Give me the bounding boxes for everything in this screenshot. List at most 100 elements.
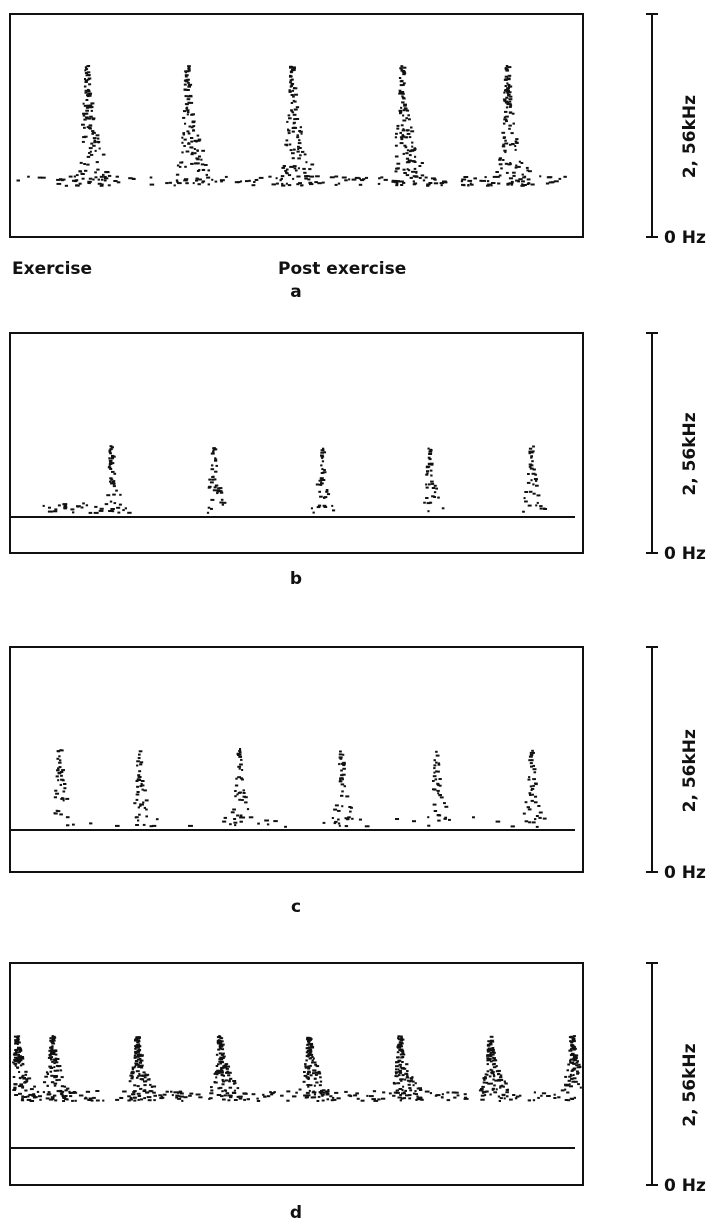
spectral-dot bbox=[280, 175, 285, 178]
spectral-dot bbox=[59, 1069, 63, 1072]
spectral-dot bbox=[321, 482, 324, 485]
spectral-dot bbox=[219, 179, 225, 182]
spectral-dot bbox=[51, 1046, 54, 1049]
spectral-dot bbox=[16, 1066, 19, 1069]
spectral-dot bbox=[22, 1077, 26, 1080]
spectral-dot bbox=[183, 138, 187, 141]
spectral-dot bbox=[287, 184, 292, 187]
spectral-dot bbox=[290, 102, 294, 104]
scale-top-label: 2, 56kHz bbox=[680, 95, 700, 178]
spectral-dot bbox=[165, 1090, 169, 1093]
spectral-dot bbox=[177, 1097, 182, 1100]
spectral-dot bbox=[149, 176, 153, 179]
spectral-dot bbox=[51, 1060, 54, 1063]
spectral-dot bbox=[60, 771, 64, 773]
spectral-dot bbox=[57, 1090, 61, 1093]
spectral-dot bbox=[131, 1071, 135, 1074]
spectral-dot bbox=[220, 498, 224, 501]
spectral-dot bbox=[527, 808, 532, 811]
spectral-dot bbox=[308, 1048, 313, 1051]
spectral-dot bbox=[135, 824, 139, 826]
spectral-dot bbox=[486, 180, 490, 183]
spectral-dot bbox=[238, 1095, 243, 1098]
spectral-dot bbox=[12, 1089, 16, 1091]
spectral-dot bbox=[505, 69, 510, 72]
spectral-dot bbox=[462, 184, 466, 187]
spectral-dot bbox=[426, 183, 431, 186]
spectral-dot bbox=[502, 143, 505, 146]
spectral-dot bbox=[498, 174, 502, 177]
spectral-dot bbox=[54, 1053, 58, 1056]
spectral-dot bbox=[135, 1063, 139, 1066]
spectral-dot bbox=[568, 1075, 572, 1078]
spectral-dot bbox=[570, 1041, 574, 1044]
spectral-dot bbox=[140, 803, 144, 806]
spectral-dot bbox=[528, 452, 531, 455]
spectral-dot bbox=[316, 506, 321, 509]
spectral-dot bbox=[296, 183, 300, 186]
spectral-dot bbox=[198, 1096, 203, 1099]
spectral-dot bbox=[108, 510, 113, 512]
spectral-dot bbox=[232, 808, 236, 811]
spectral-dot bbox=[75, 174, 79, 177]
spectral-dot bbox=[467, 179, 473, 182]
spectral-dot bbox=[518, 160, 521, 163]
spectral-dot bbox=[64, 1098, 68, 1101]
spectral-dot bbox=[434, 178, 437, 181]
spectral-dot bbox=[506, 91, 510, 94]
spectral-dot bbox=[214, 459, 218, 462]
spectral-dot bbox=[212, 447, 217, 450]
spectral-dot bbox=[400, 124, 404, 127]
spectral-dot bbox=[528, 759, 533, 762]
spectral-dot bbox=[430, 480, 434, 483]
spectral-dot bbox=[484, 176, 487, 179]
spectral-dot bbox=[502, 1085, 505, 1088]
spectral-dot bbox=[569, 1054, 573, 1057]
spectral-dot bbox=[349, 810, 352, 813]
spectral-dot bbox=[433, 788, 437, 791]
spectral-dot bbox=[307, 178, 311, 181]
spectral-dot bbox=[320, 1093, 325, 1096]
spectral-dot bbox=[291, 127, 296, 129]
spectral-dot bbox=[424, 176, 428, 179]
spectral-dot bbox=[241, 816, 246, 819]
spectral-dot bbox=[380, 176, 384, 179]
spectral-dot bbox=[110, 457, 115, 460]
spectral-dot bbox=[319, 495, 323, 498]
spectral-dot bbox=[190, 153, 194, 156]
spectral-dot bbox=[481, 179, 487, 182]
spectral-dot bbox=[326, 1098, 330, 1101]
spectral-dot bbox=[183, 179, 188, 182]
spectral-dot bbox=[485, 1081, 489, 1084]
spectral-dot bbox=[293, 100, 297, 103]
spectral-dot bbox=[220, 1095, 224, 1098]
spectral-dot bbox=[50, 1056, 54, 1059]
spectral-dot bbox=[109, 480, 112, 483]
spectral-dot bbox=[498, 158, 502, 161]
spectral-dot bbox=[281, 182, 284, 185]
spectral-dot bbox=[288, 117, 292, 120]
spectral-dot bbox=[15, 1048, 19, 1051]
spectral-dot bbox=[403, 172, 407, 174]
spectral-dot bbox=[97, 137, 100, 140]
spectral-dot bbox=[499, 1079, 504, 1081]
spectral-dot bbox=[198, 169, 201, 171]
spectral-dot bbox=[57, 779, 60, 782]
spectral-dot bbox=[129, 1096, 133, 1099]
spectral-dot bbox=[187, 142, 191, 145]
spectral-dot bbox=[281, 166, 286, 169]
spectral-dot bbox=[523, 175, 527, 178]
spectral-dot bbox=[402, 97, 406, 100]
spectral-dot bbox=[534, 473, 537, 476]
spectral-dot bbox=[185, 106, 189, 109]
spectral-dot bbox=[339, 757, 343, 760]
spectral-dot bbox=[286, 120, 289, 123]
spectral-dot bbox=[220, 1071, 224, 1074]
spectral-dot bbox=[59, 749, 64, 752]
spectral-dot bbox=[408, 1087, 412, 1090]
spectral-dot bbox=[338, 763, 341, 766]
spectral-dot bbox=[48, 1049, 52, 1052]
spectral-dot bbox=[292, 1095, 297, 1098]
spectral-dot bbox=[188, 83, 193, 86]
spectral-dot bbox=[134, 1052, 138, 1055]
